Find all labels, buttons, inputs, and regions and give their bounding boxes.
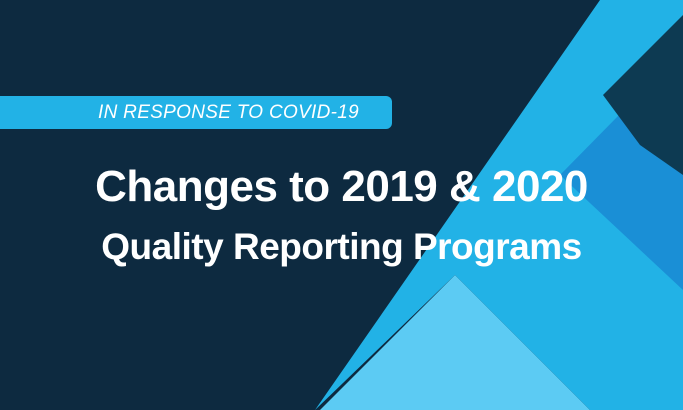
headline-line-2: Quality Reporting Programs (101, 226, 582, 267)
headline-line-1: Changes to 2019 & 2020 (95, 162, 588, 211)
covid-tag: IN RESPONSE TO COVID-19 (0, 96, 392, 129)
dark-blue-shape (603, 15, 683, 175)
tag-label: IN RESPONSE TO COVID-19 (98, 102, 359, 123)
mid-blue-shape (315, 0, 683, 410)
light-blue-shape (320, 275, 590, 410)
